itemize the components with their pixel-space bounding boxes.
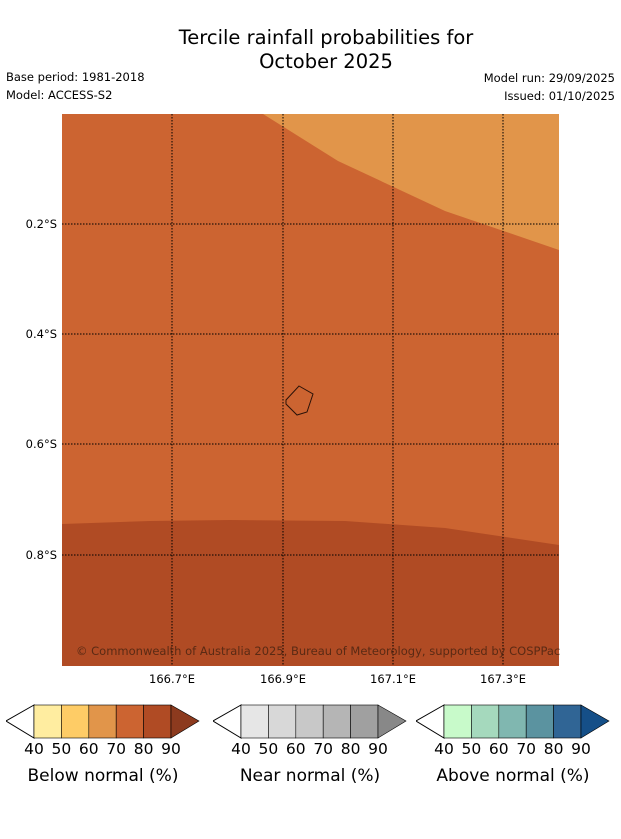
- lon-label: 166.7°E: [149, 672, 195, 686]
- island-coastline: [285, 385, 314, 416]
- colorbar-max-extend: [170, 704, 200, 739]
- colorbar-segment: [61, 704, 90, 739]
- model-run: Model run: 29/09/2025: [483, 71, 615, 85]
- lon-label: 167.3°E: [480, 672, 526, 686]
- colorbar-tick-label: 40: [434, 740, 454, 758]
- colorbar-tick-label: 90: [161, 740, 181, 758]
- near-normal-colorbar: [213, 704, 407, 739]
- colorbar-tick-label: 40: [24, 740, 44, 758]
- lon-label: 167.1°E: [370, 672, 416, 686]
- colorbar-segment: [350, 704, 379, 739]
- colorbar-tick-label: 80: [340, 740, 361, 758]
- above-normal-colorbar: [416, 704, 610, 739]
- colorbar-segment: [322, 704, 351, 739]
- colorbar-segment: [525, 704, 554, 739]
- colorbar-tick-label: 60: [488, 740, 509, 758]
- colorbar-tick-label: 90: [368, 740, 388, 758]
- below-normal-colorbar: [6, 704, 200, 739]
- colorbar-segment: [268, 704, 297, 739]
- lat-label: 0.6°S: [25, 437, 57, 451]
- colorbar-tick-label: 60: [285, 740, 306, 758]
- colorbar-tick-label: 50: [258, 740, 279, 758]
- title-line-1: Tercile rainfall probabilities for: [178, 26, 474, 49]
- colorbar-tick-label: 40: [231, 740, 251, 758]
- region-80-90: [62, 520, 559, 666]
- lat-label: 0.4°S: [25, 327, 57, 341]
- colorbar-min-extend: [416, 704, 445, 739]
- map-title: Tercile rainfall probabilities for Octob…: [0, 26, 621, 74]
- lat-label: 0.2°S: [25, 217, 57, 231]
- base-period: Base period: 1981-2018: [6, 70, 145, 84]
- colorbar-tick-label: 70: [516, 740, 537, 758]
- colorbar-segment: [88, 704, 117, 739]
- probability-map: [62, 114, 559, 666]
- copyright-notice: © Commonwealth of Australia 2025, Bureau…: [76, 644, 561, 658]
- colorbar-tick-label: 80: [543, 740, 564, 758]
- colorbar-tick-label: 80: [133, 740, 154, 758]
- above-normal-label: Above normal (%): [436, 766, 590, 786]
- graticule: [62, 114, 559, 666]
- colorbar-segment: [498, 704, 527, 739]
- colorbar-segment: [115, 704, 144, 739]
- model-name: Model: ACCESS-S2: [6, 88, 113, 102]
- near-normal-label: Near normal (%): [239, 766, 381, 786]
- colorbar-min-extend: [6, 704, 35, 739]
- colorbar-tick-label: 50: [461, 740, 482, 758]
- lat-label: 0.8°S: [25, 548, 57, 562]
- colorbar-tick-label: 90: [571, 740, 591, 758]
- colorbar-max-extend: [580, 704, 610, 739]
- below-normal-label: Below normal (%): [27, 766, 179, 786]
- colorbar-segment: [295, 704, 324, 739]
- colorbar-segment: [143, 704, 172, 739]
- colorbar-tick-label: 50: [51, 740, 72, 758]
- colorbar-segment: [553, 704, 582, 739]
- colorbar-segment: [471, 704, 500, 739]
- colorbar-tick-label: 70: [106, 740, 127, 758]
- right-meta: Model run: 29/09/2025 Issued: 01/10/2025: [484, 69, 615, 105]
- colorbar-segment: [33, 704, 62, 739]
- colorbar-tick-label: 70: [313, 740, 334, 758]
- colorbar-min-extend: [213, 704, 242, 739]
- issued-date: Issued: 01/10/2025: [504, 89, 615, 103]
- left-meta: Base period: 1981-2018 Model: ACCESS-S2: [6, 68, 145, 104]
- colorbar-tick-label: 60: [78, 740, 99, 758]
- colorbar-segment: [240, 704, 269, 739]
- region-60-70: [263, 114, 559, 250]
- colorbar-segment: [443, 704, 472, 739]
- lon-label: 166.9°E: [260, 672, 306, 686]
- colorbar-max-extend: [377, 704, 407, 739]
- title-line-2: October 2025: [259, 50, 393, 73]
